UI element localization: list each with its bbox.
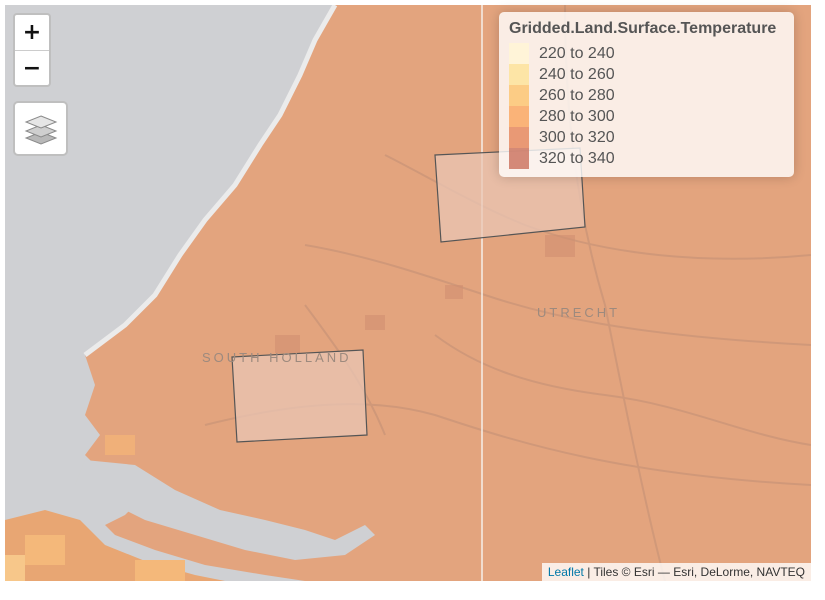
zoom-in-button[interactable]: + (22, 20, 42, 45)
attribution: Leaflet | Tiles © Esri — Esri, DeLorme, … (541, 563, 811, 581)
legend-swatch (509, 43, 529, 64)
temperature-patch (25, 535, 65, 565)
legend-label: 300 to 320 (539, 128, 615, 146)
legend-item: 240 to 260 (509, 64, 784, 85)
legend-label: 220 to 240 (539, 44, 615, 62)
layers-icon (24, 114, 57, 145)
selected-grid-cell-south-holland[interactable] (231, 349, 368, 443)
legend-item: 280 to 300 (509, 106, 784, 127)
legend-label: 280 to 300 (539, 107, 615, 125)
temperature-patch (135, 560, 185, 581)
zoom-out-button[interactable]: − (15, 50, 49, 85)
legend-swatch (509, 127, 529, 148)
legend: Gridded.Land.Surface.Temperature 220 to … (499, 12, 794, 177)
temperature-patch (105, 435, 135, 455)
legend-swatch (509, 148, 529, 169)
legend-swatch (509, 64, 529, 85)
legend-label: 320 to 340 (539, 149, 615, 167)
leaflet-link[interactable]: Leaflet (547, 565, 584, 579)
legend-label: 260 to 280 (539, 86, 615, 104)
attribution-text: | Tiles © Esri — Esri, DeLorme, NAVTEQ (587, 565, 805, 579)
estuary-water (75, 460, 375, 560)
legend-label: 240 to 260 (539, 65, 615, 83)
place-label-south-holland: SOUTH HOLLAND (202, 350, 352, 365)
legend-swatch (509, 106, 529, 127)
legend-item: 300 to 320 (509, 127, 784, 148)
coastline (83, 5, 338, 357)
legend-item: 260 to 280 (509, 85, 784, 106)
legend-item: 220 to 240 (509, 43, 784, 64)
legend-swatch (509, 85, 529, 106)
layers-button[interactable] (13, 101, 68, 156)
legend-item: 320 to 340 (509, 148, 784, 169)
place-label-utrecht: UTRECHT (537, 305, 621, 320)
legend-title: Gridded.Land.Surface.Temperature (509, 20, 777, 37)
temperature-patch (5, 555, 25, 581)
urban-areas (275, 235, 575, 353)
zoom-control: + − (13, 13, 51, 87)
